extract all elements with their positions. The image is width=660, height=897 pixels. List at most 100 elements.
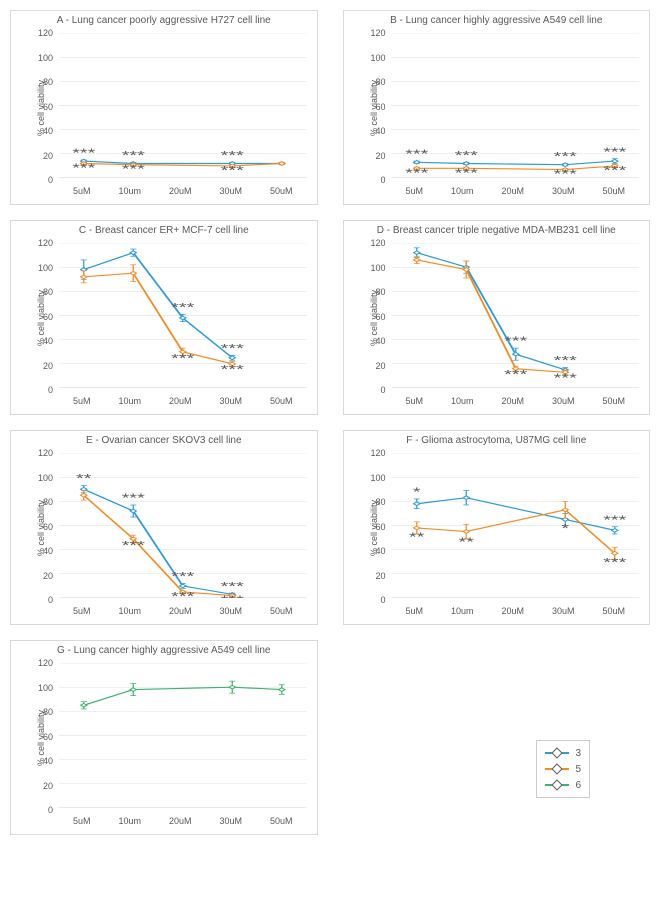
svg-text:***: *** [171, 590, 195, 598]
x-tick-label: 20uM [169, 606, 192, 616]
x-tick-label: 20uM [169, 396, 192, 406]
x-tick-label: 10um [118, 186, 141, 196]
chart-panel-G: G - Lung cancer highly aggressive A549 c… [10, 640, 318, 835]
x-tick-label: 5uM [405, 606, 423, 616]
svg-text:***: *** [171, 353, 195, 366]
x-tick-label: 10um [451, 186, 474, 196]
svg-text:***: *** [221, 342, 245, 355]
x-tick-label: 20uM [501, 606, 524, 616]
y-tick-label: 20 [11, 571, 53, 581]
x-axis: 5uM10um20uM30uM50uM [392, 396, 640, 406]
panel-title: F - Glioma astrocytoma, U87MG cell line [344, 435, 650, 446]
chart-panel-B: B - Lung cancer highly aggressive A549 c… [343, 10, 651, 205]
x-axis: 5uM10um20uM30uM50uM [59, 396, 307, 406]
x-tick-label: 30uM [219, 396, 242, 406]
x-tick-label: 5uM [73, 606, 91, 616]
y-tick-label: 120 [11, 28, 53, 38]
y-tick-label: 80 [344, 287, 386, 297]
svg-text:**: ** [76, 473, 92, 486]
x-tick-label: 5uM [73, 186, 91, 196]
svg-text:***: *** [122, 163, 146, 176]
panel-title: G - Lung cancer highly aggressive A549 c… [11, 645, 317, 656]
svg-text:***: *** [504, 368, 528, 381]
x-tick-label: 10um [118, 396, 141, 406]
legend-item: 5 [545, 761, 581, 777]
svg-text:***: *** [122, 149, 146, 162]
y-tick-label: 120 [344, 238, 386, 248]
svg-text:***: *** [553, 151, 577, 164]
x-tick-label: 20uM [169, 816, 192, 826]
svg-text:***: *** [603, 164, 627, 177]
svg-text:***: *** [405, 148, 429, 161]
x-tick-label: 30uM [219, 186, 242, 196]
y-tick-label: 20 [11, 151, 53, 161]
y-tick-label: 100 [344, 53, 386, 63]
x-axis: 5uM10um20uM30uM50uM [59, 606, 307, 616]
x-tick-label: 30uM [552, 186, 575, 196]
svg-text:***: *** [122, 492, 146, 505]
legend-item: 3 [545, 745, 581, 761]
svg-text:***: *** [72, 147, 96, 160]
y-tick-label: 20 [344, 361, 386, 371]
chart-panel-F: F - Glioma astrocytoma, U87MG cell line%… [343, 430, 651, 625]
y-tick-label: 0 [11, 595, 53, 605]
y-tick-label: 0 [344, 175, 386, 185]
x-tick-label: 50uM [602, 396, 625, 406]
y-tick-label: 0 [11, 175, 53, 185]
y-tick-label: 40 [11, 546, 53, 556]
y-tick-label: 80 [11, 287, 53, 297]
chart-panel-D: D - Breast cancer triple negative MDA-MB… [343, 220, 651, 415]
legend-cell: 3 5 6 [343, 640, 651, 835]
y-tick-label: 20 [11, 361, 53, 371]
y-tick-label: 60 [344, 312, 386, 322]
x-tick-label: 30uM [219, 816, 242, 826]
x-tick-label: 5uM [73, 396, 91, 406]
svg-text:***: *** [603, 146, 627, 159]
svg-text:***: *** [221, 149, 245, 162]
svg-text:***: *** [221, 594, 245, 598]
plot-area [59, 663, 307, 808]
x-tick-label: 30uM [552, 396, 575, 406]
y-tick-label: 20 [344, 151, 386, 161]
y-tick-label: 100 [344, 473, 386, 483]
chart-panel-C: C - Breast cancer ER+ MCF-7 cell line% c… [10, 220, 318, 415]
panel-title: D - Breast cancer triple negative MDA-MB… [344, 225, 650, 236]
x-tick-label: 50uM [270, 186, 293, 196]
y-tick-label: 60 [344, 522, 386, 532]
svg-text:***: *** [221, 580, 245, 593]
y-tick-label: 0 [344, 595, 386, 605]
x-axis: 5uM10um20uM30uM50uM [392, 606, 640, 616]
svg-text:***: *** [171, 301, 195, 314]
legend-label: 6 [575, 780, 581, 791]
x-tick-label: 10um [451, 396, 474, 406]
legend-label: 5 [575, 764, 581, 775]
y-tick-label: 60 [11, 102, 53, 112]
svg-text:***: *** [122, 540, 146, 553]
y-tick-label: 100 [11, 263, 53, 273]
svg-text:***: *** [221, 363, 245, 376]
svg-text:***: *** [405, 167, 429, 178]
y-tick-label: 20 [11, 781, 53, 791]
x-tick-label: 50uM [602, 186, 625, 196]
x-tick-label: 5uM [73, 816, 91, 826]
svg-text:***: *** [454, 167, 478, 178]
y-tick-label: 40 [344, 126, 386, 136]
x-tick-label: 20uM [501, 396, 524, 406]
panel-title: C - Breast cancer ER+ MCF-7 cell line [11, 225, 317, 236]
x-axis: 5uM10um20uM30uM50uM [59, 186, 307, 196]
svg-text:***: *** [603, 557, 627, 570]
y-tick-label: 80 [344, 497, 386, 507]
y-tick-label: 120 [11, 238, 53, 248]
x-tick-label: 50uM [602, 606, 625, 616]
y-tick-label: 40 [344, 546, 386, 556]
svg-text:**: ** [409, 531, 425, 544]
y-tick-label: 120 [344, 448, 386, 458]
x-tick-label: 10um [118, 816, 141, 826]
y-tick-label: 100 [11, 473, 53, 483]
panel-title: B - Lung cancer highly aggressive A549 c… [344, 15, 650, 26]
svg-text:***: *** [221, 164, 245, 177]
svg-text:***: *** [603, 514, 627, 527]
svg-text:***: *** [72, 162, 96, 175]
plot-area: *** *** *** *** [59, 243, 307, 388]
chart-panel-A: A - Lung cancer poorly aggressive H727 c… [10, 10, 318, 205]
